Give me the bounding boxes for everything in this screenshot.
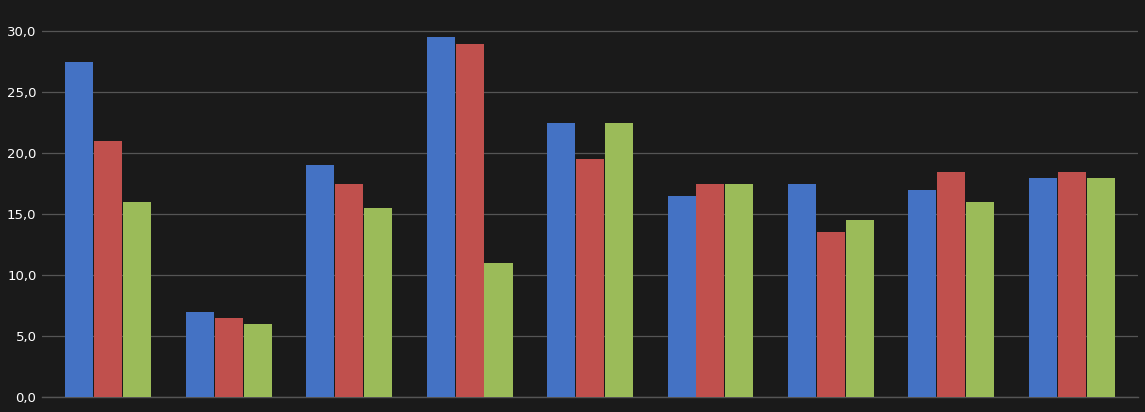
Bar [94, 141, 123, 397]
Bar [456, 44, 483, 397]
Bar [816, 232, 845, 397]
Bar [335, 184, 363, 397]
Bar [696, 184, 725, 397]
Bar [726, 184, 753, 397]
Bar [788, 184, 816, 397]
Bar [427, 37, 455, 397]
Bar [846, 220, 874, 397]
Bar [185, 312, 214, 397]
Bar [214, 318, 243, 397]
Bar [364, 208, 392, 397]
Bar [1087, 178, 1115, 397]
Bar [605, 123, 633, 397]
Bar [938, 171, 965, 397]
Bar [65, 62, 94, 397]
Bar [124, 202, 151, 397]
Bar [1029, 178, 1057, 397]
Bar [668, 196, 695, 397]
Bar [908, 190, 937, 397]
Bar [484, 263, 513, 397]
Bar [306, 166, 334, 397]
Bar [547, 123, 575, 397]
Bar [244, 324, 271, 397]
Bar [576, 159, 605, 397]
Bar [966, 202, 994, 397]
Bar [1058, 171, 1085, 397]
